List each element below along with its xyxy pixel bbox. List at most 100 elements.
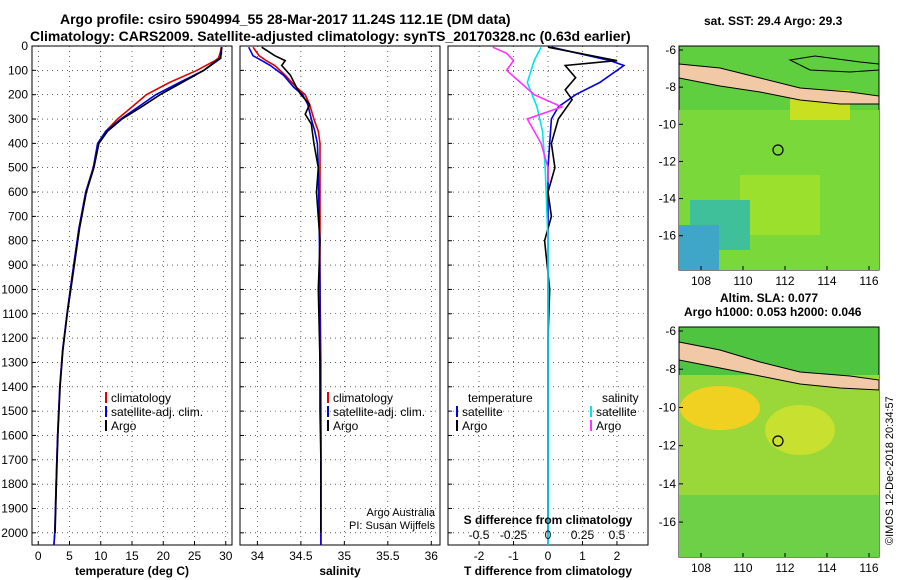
legend-swatch [327, 406, 329, 417]
map-y-tick-label: -8 [665, 362, 676, 376]
map-y-tick-label: -6 [665, 43, 676, 57]
legend-entry: salinity [602, 391, 639, 405]
x-tick-label: 34 [251, 549, 265, 563]
y-tick-label: 1200 [1, 331, 28, 345]
legend-swatch [456, 420, 458, 431]
series-salinity-argo [492, 46, 564, 183]
salinity-panel: 34 34.5 35 35.5 36 salinity climatologysatelli… [239, 45, 441, 578]
secondary-x-tick-label: 0 [545, 528, 552, 542]
map-y-tick-label: -12 [659, 154, 677, 168]
map-y-tick-label: -8 [665, 80, 676, 94]
map-x-tick-label: 114 [817, 561, 836, 575]
legend-entry: satellite-adj. clim. [111, 405, 203, 419]
legend-entry: Argo [111, 419, 137, 433]
y-tick-label: 1800 [1, 477, 28, 491]
x-tick-label: 0 [545, 549, 552, 563]
figure-title-line1: Argo profile: csiro 5904994_55 28-Mar-20… [60, 11, 511, 27]
sla-map-title-2: Argo h1000: 0.053 h2000: 0.046 [684, 305, 862, 319]
figure-title-line2: Climatology: CARS2009. Satellite-adjuste… [30, 28, 631, 44]
series-argo [54, 47, 223, 533]
map-y-tick-label: -10 [659, 400, 677, 414]
legend-entry: climatology [333, 391, 393, 405]
map-x-tick-label: 112 [775, 274, 794, 288]
salinity-plot-area [239, 45, 441, 546]
x-tick-label: 5 [66, 549, 73, 563]
secondary-x-tick-label: 0.5 [609, 528, 626, 542]
difference-panel: -2 -1 0 1 2T difference from climatology temp… [447, 45, 649, 578]
annotation-text: Argo Australia [367, 507, 436, 519]
legend-swatch [456, 406, 458, 417]
legend-swatch [327, 420, 329, 431]
y-tick-label: 0 [21, 39, 28, 53]
legend-swatch [590, 420, 592, 431]
legend-swatch [105, 420, 107, 431]
x-tick-label: 0 [35, 549, 42, 563]
temperature-x-label: temperature (deg C) [75, 564, 189, 578]
legend-swatch [105, 406, 107, 417]
x-tick-label: -2 [474, 549, 485, 563]
map-y-tick-label: -10 [659, 117, 677, 131]
difference-x-label: T difference from climatology [464, 564, 632, 578]
map-y-tick-label: -14 [659, 192, 677, 206]
y-tick-label: 900 [8, 258, 28, 272]
legend-swatch [105, 392, 107, 403]
temperature-plot-area [31, 45, 233, 546]
legend-entry: satellite [596, 405, 637, 419]
y-tick-label: 100 [8, 63, 28, 77]
y-tick-label: 200 [8, 88, 28, 102]
map-x-tick-label: 114 [817, 274, 836, 288]
sst-map [678, 45, 880, 271]
legend-swatch [327, 392, 329, 403]
y-tick-label: 1100 [2, 307, 28, 321]
map-y-tick-label: -14 [659, 477, 677, 491]
map-x-tick-label: 116 [859, 561, 878, 575]
y-tick-label: 2000 [1, 526, 28, 540]
legend-entry: satellite-adj. clim. [333, 405, 425, 419]
x-tick-label: 25 [188, 549, 202, 563]
y-tick-label: 1400 [1, 380, 28, 394]
x-tick-label: 2 [614, 549, 621, 563]
x-tick-label: 35.5 [376, 549, 400, 563]
legend-entry: Argo [462, 419, 488, 433]
y-tick-label: 500 [8, 161, 28, 175]
sst-map-title: sat. SST: 29.4 Argo: 29.3 [704, 14, 843, 28]
map-x-tick-label: 110 [733, 274, 752, 288]
y-tick-label: 800 [8, 234, 28, 248]
secondary-x-tick-label: 0.25 [571, 528, 595, 542]
y-tick-label: 1900 [1, 501, 28, 515]
map-x-tick-label: 110 [733, 561, 752, 575]
series-salinity-satellite [526, 46, 549, 545]
x-tick-label: 30 [219, 549, 233, 563]
map-x-tick-label: 116 [859, 274, 878, 288]
temperature-panel: 0100200300400500600700800900100011001200… [1, 39, 232, 578]
x-tick-label: 20 [157, 549, 171, 563]
legend-entry: Argo [596, 419, 622, 433]
x-tick-label: 35 [338, 549, 352, 563]
secondary-x-tick-label: -0.25 [500, 528, 528, 542]
y-tick-label: 300 [8, 112, 28, 126]
y-tick-label: 1600 [1, 428, 28, 442]
sla-map [678, 326, 880, 558]
x-tick-label: 1 [579, 549, 586, 563]
credit-text: ©IMOS 12-Dec-2018 20:34:57 [884, 396, 896, 545]
legend-entry: climatology [111, 391, 171, 405]
series-argo [261, 46, 322, 533]
map-y-tick-label: -6 [665, 324, 676, 338]
sla-map-title-1: Altim. SLA: 0.077 [720, 291, 818, 305]
secondary-x-tick-label: -0.5 [469, 528, 490, 542]
y-tick-label: 600 [8, 185, 28, 199]
x-tick-label: 34.5 [289, 549, 313, 563]
map-y-tick-label: -12 [659, 439, 677, 453]
map-x-tick-label: 108 [691, 274, 711, 288]
legend-swatch [590, 406, 592, 417]
x-tick-label: 36 [425, 549, 439, 563]
x-tick-label: -1 [508, 549, 519, 563]
map-x-tick-label: 108 [691, 561, 711, 575]
x-tick-label: 15 [125, 549, 139, 563]
sst-map-axis: 108 110 112 114 116 -6 -8 -10 -12 -14 -16 [659, 43, 879, 288]
secondary-x-label: S difference from climatology [464, 513, 633, 527]
y-tick-label: 1500 [1, 404, 28, 418]
map-y-tick-label: -16 [659, 229, 677, 243]
y-tick-label: 1300 [1, 355, 28, 369]
